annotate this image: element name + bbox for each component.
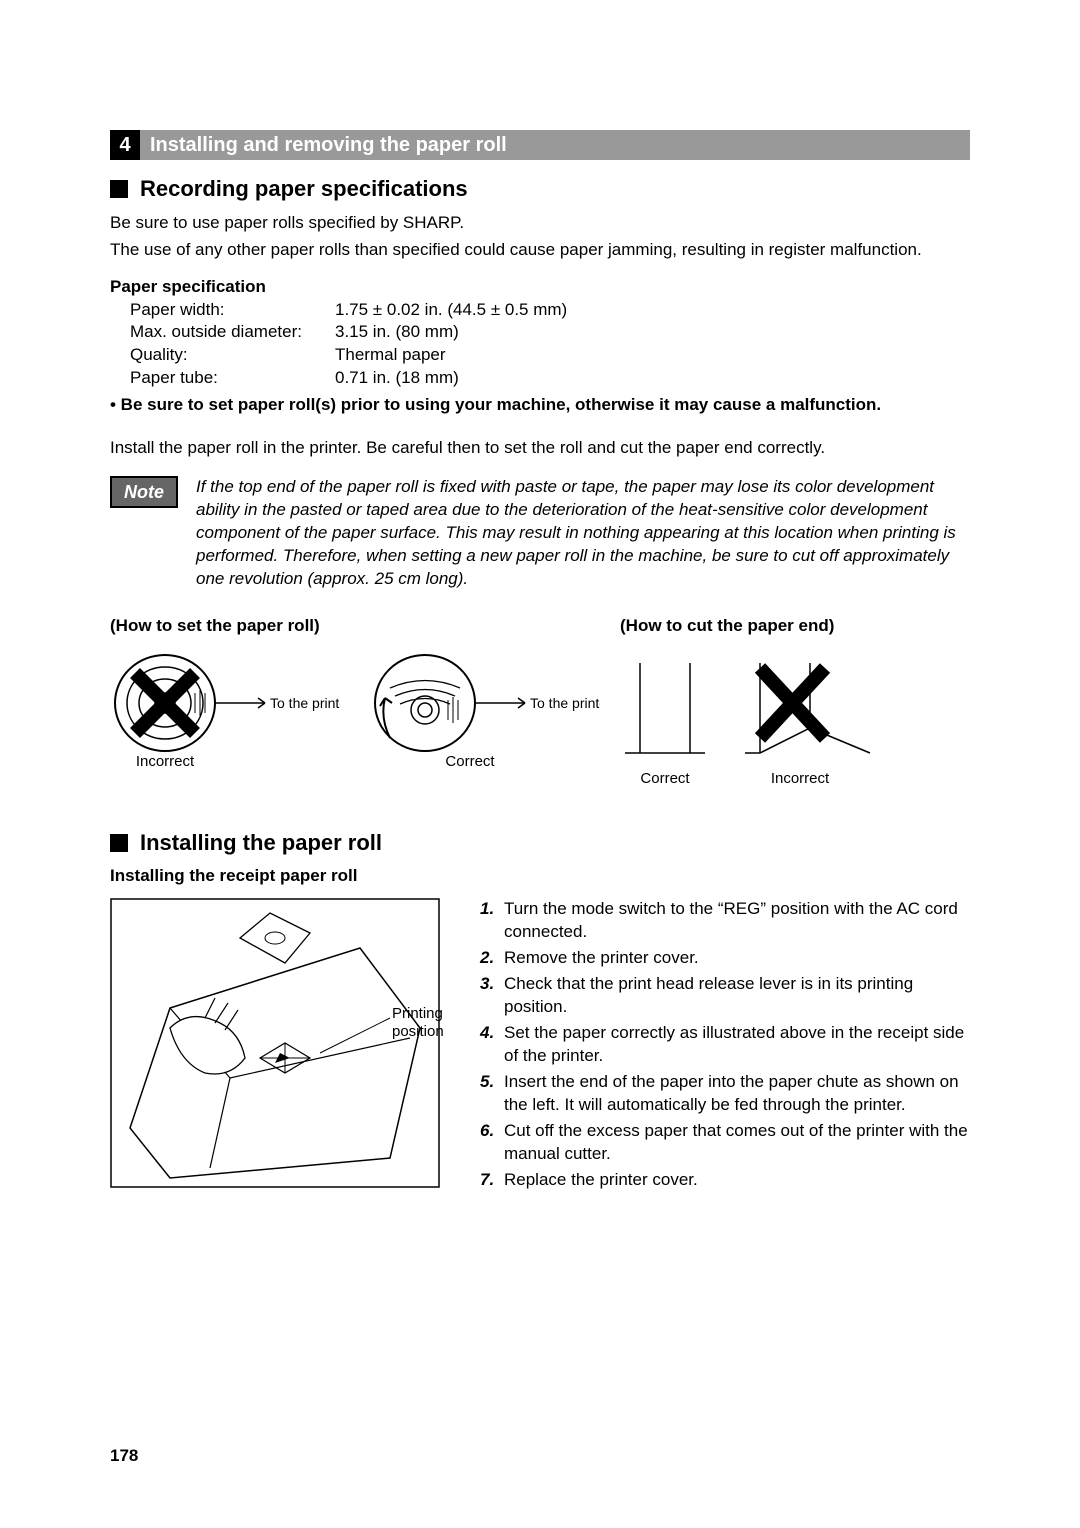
section-header: 4 Installing and removing the paper roll bbox=[110, 130, 970, 160]
roll-incorrect-icon: To the printer Incorrect bbox=[110, 648, 340, 768]
square-bullet-icon bbox=[110, 834, 128, 852]
steps-list: 1.Turn the mode switch to the “REG” posi… bbox=[480, 898, 970, 1194]
correct-label: Correct bbox=[445, 753, 495, 768]
diagrams-row: (How to set the paper roll) To bbox=[110, 615, 970, 798]
correct-label: Correct bbox=[640, 770, 690, 787]
how-set-heading: (How to set the paper roll) bbox=[110, 615, 620, 638]
step-item: 4.Set the paper correctly as illustrated… bbox=[480, 1022, 970, 1068]
spec-value: 0.71 in. (18 mm) bbox=[335, 367, 459, 390]
spec-label: Paper tube: bbox=[130, 367, 335, 390]
sub-heading: Installing the receipt paper roll bbox=[110, 865, 970, 888]
step-item: 7.Replace the printer cover. bbox=[480, 1169, 970, 1192]
step-item: 6.Cut off the excess paper that comes ou… bbox=[480, 1120, 970, 1166]
spec-row: Quality: Thermal paper bbox=[110, 344, 970, 367]
step-text: Remove the printer cover. bbox=[504, 947, 699, 970]
roll-diagram-correct: To the printer Correct bbox=[370, 648, 600, 768]
note-badge: Note bbox=[110, 476, 178, 508]
spec-label: Max. outside diameter: bbox=[130, 321, 335, 344]
to-printer-label: To the printer bbox=[270, 695, 340, 711]
step-text: Cut off the excess paper that comes out … bbox=[504, 1120, 970, 1166]
section-number: 4 bbox=[110, 130, 140, 160]
step-number: 7. bbox=[480, 1169, 504, 1192]
spec-label: Quality: bbox=[130, 344, 335, 367]
step-text: Check that the print head release lever … bbox=[504, 973, 970, 1019]
install-row: Printing position 1.Turn the mode switch… bbox=[110, 898, 970, 1194]
heading-text: Installing the paper roll bbox=[140, 828, 382, 858]
spec-heading: Paper specification bbox=[110, 276, 970, 299]
heading-text: Recording paper specifications bbox=[140, 174, 468, 204]
roll-diagram-incorrect: To the printer Incorrect bbox=[110, 648, 340, 768]
step-text: Set the paper correctly as illustrated a… bbox=[504, 1022, 970, 1068]
page-number: 178 bbox=[110, 1445, 138, 1468]
step-number: 5. bbox=[480, 1071, 504, 1117]
step-item: 3.Check that the print head release leve… bbox=[480, 973, 970, 1019]
spec-value: 1.75 ± 0.02 in. (44.5 ± 0.5 mm) bbox=[335, 299, 567, 322]
spec-block: Paper specification Paper width: 1.75 ± … bbox=[110, 276, 970, 418]
step-text: Replace the printer cover. bbox=[504, 1169, 698, 1192]
spec-label: Paper width: bbox=[130, 299, 335, 322]
warning-line: • Be sure to set paper roll(s) prior to … bbox=[110, 394, 970, 417]
step-text: Insert the end of the paper into the pap… bbox=[504, 1071, 970, 1117]
to-printer-label: To the printer bbox=[530, 695, 600, 711]
how-to-set-block: (How to set the paper roll) To bbox=[110, 615, 620, 798]
install-instruction: Install the paper roll in the printer. B… bbox=[110, 437, 970, 460]
spec-row: Paper tube: 0.71 in. (18 mm) bbox=[110, 367, 970, 390]
step-number: 4. bbox=[480, 1022, 504, 1068]
cut-diagram-icon: Correct Incorrect bbox=[620, 648, 920, 798]
spec-row: Paper width: 1.75 ± 0.02 in. (44.5 ± 0.5… bbox=[110, 299, 970, 322]
how-cut-heading: (How to cut the paper end) bbox=[620, 615, 970, 638]
step-item: 1.Turn the mode switch to the “REG” posi… bbox=[480, 898, 970, 944]
incorrect-label: Incorrect bbox=[136, 753, 195, 768]
heading-installing: Installing the paper roll bbox=[110, 828, 970, 858]
note-callout: Note If the top end of the paper roll is… bbox=[110, 476, 970, 591]
spec-value: 3.15 in. (80 mm) bbox=[335, 321, 459, 344]
spec-value: Thermal paper bbox=[335, 344, 446, 367]
how-to-cut-block: (How to cut the paper end) Correct Incor… bbox=[620, 615, 970, 798]
step-number: 3. bbox=[480, 973, 504, 1019]
step-number: 1. bbox=[480, 898, 504, 944]
spec-row: Max. outside diameter: 3.15 in. (80 mm) bbox=[110, 321, 970, 344]
printing-position-label-2: position bbox=[392, 1022, 444, 1042]
printer-illustration-icon bbox=[110, 898, 440, 1188]
step-item: 2.Remove the printer cover. bbox=[480, 947, 970, 970]
section-title: Installing and removing the paper roll bbox=[150, 132, 507, 159]
step-number: 6. bbox=[480, 1120, 504, 1166]
step-number: 2. bbox=[480, 947, 504, 970]
incorrect-label: Incorrect bbox=[771, 770, 830, 787]
step-item: 5.Insert the end of the paper into the p… bbox=[480, 1071, 970, 1117]
intro-line-2: The use of any other paper rolls than sp… bbox=[110, 239, 970, 262]
step-text: Turn the mode switch to the “REG” positi… bbox=[504, 898, 970, 944]
intro-line-1: Be sure to use paper rolls specified by … bbox=[110, 212, 970, 235]
note-text: If the top end of the paper roll is fixe… bbox=[196, 476, 970, 591]
roll-correct-icon: To the printer Correct bbox=[370, 648, 600, 768]
heading-recording-specs: Recording paper specifications bbox=[110, 174, 970, 204]
square-bullet-icon bbox=[110, 180, 128, 198]
printer-figure: Printing position bbox=[110, 898, 440, 1194]
